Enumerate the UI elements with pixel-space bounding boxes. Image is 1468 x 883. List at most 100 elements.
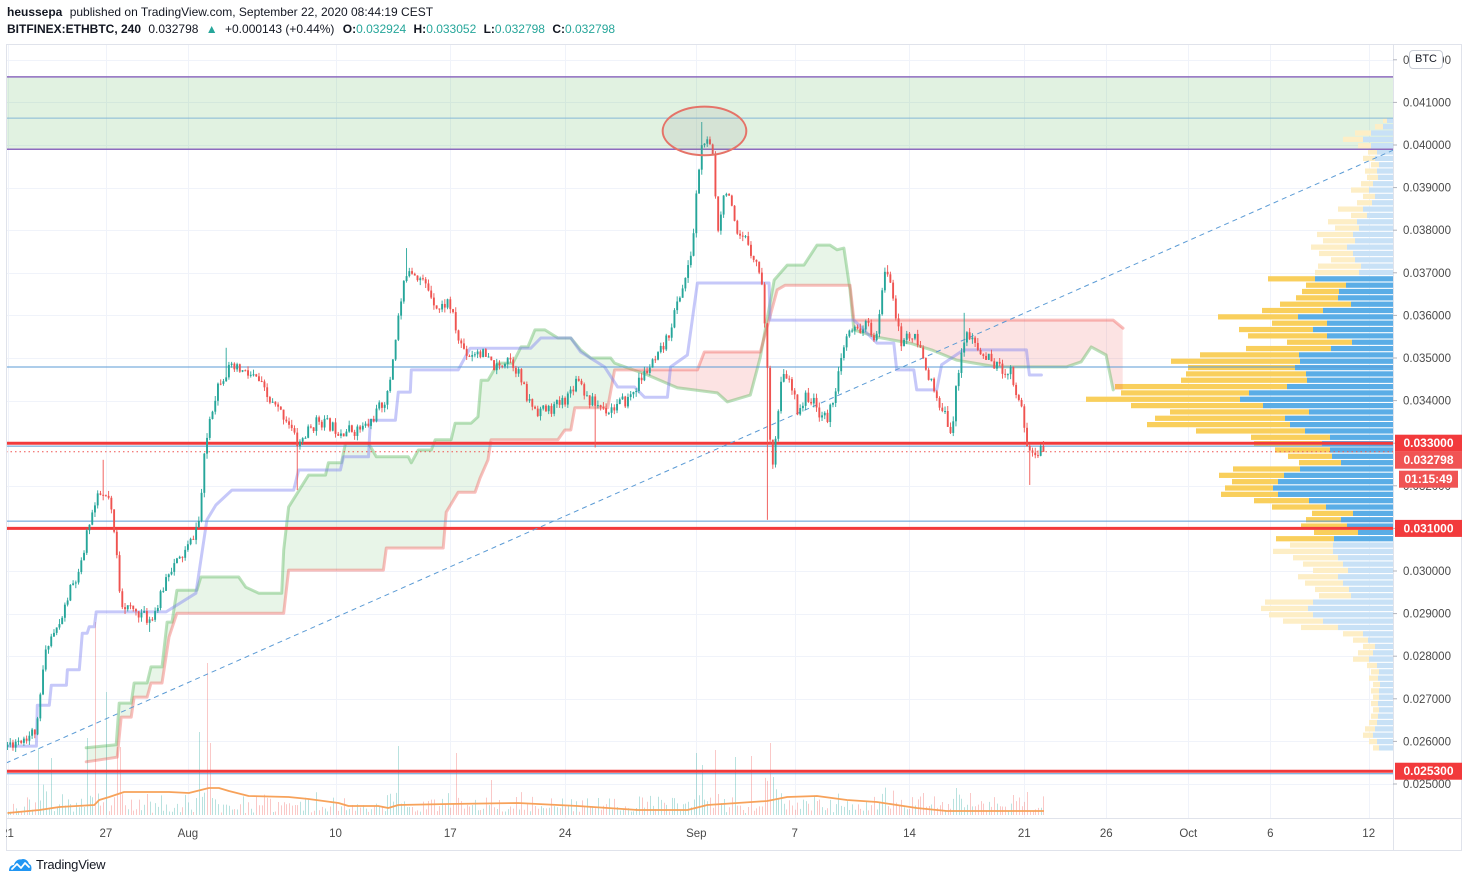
candle-body bbox=[648, 367, 651, 373]
time-tick-label: 26 bbox=[1100, 828, 1113, 840]
candle-body bbox=[476, 351, 479, 355]
price-label-0-033: 0.033000 bbox=[1395, 434, 1462, 452]
candle-body bbox=[230, 363, 233, 365]
volume-profile-bar-up bbox=[1343, 561, 1393, 567]
price-label-text: 01:15:49 bbox=[1404, 472, 1452, 486]
candle-body bbox=[1026, 427, 1028, 447]
volume-profile-bar-down bbox=[1351, 212, 1367, 219]
candle-body bbox=[200, 492, 203, 522]
candle-body bbox=[167, 574, 170, 578]
candle-body bbox=[829, 404, 832, 423]
volume-profile-bar-up bbox=[1330, 447, 1393, 453]
volume-profile-bar-up bbox=[1349, 586, 1393, 593]
candle-body bbox=[498, 363, 501, 366]
volume-profile-bar-down bbox=[1369, 675, 1378, 681]
resistance-zone[interactable] bbox=[6, 76, 1393, 150]
candle-body bbox=[799, 408, 802, 415]
candle-body bbox=[1023, 406, 1026, 428]
highlight-ellipse[interactable] bbox=[661, 105, 748, 157]
candle-body bbox=[758, 261, 761, 273]
volume-profile-bar-up bbox=[1357, 219, 1393, 225]
volume-profile-bar-up bbox=[1363, 206, 1393, 212]
volume-profile-bar-down bbox=[1276, 536, 1334, 542]
candle-body bbox=[886, 271, 889, 275]
volume-profile-bar-down bbox=[1371, 713, 1378, 719]
candle-body bbox=[640, 377, 643, 381]
candle-body bbox=[471, 355, 474, 357]
time-tick-label: 6 bbox=[1267, 828, 1273, 840]
candle-body bbox=[285, 419, 288, 422]
candle-body bbox=[1034, 452, 1037, 456]
candle-body bbox=[949, 426, 952, 433]
volume-profile-bar-down bbox=[1293, 555, 1338, 561]
currency-button[interactable]: BTC bbox=[1409, 50, 1443, 69]
price-label-background bbox=[1395, 519, 1462, 537]
candle-body bbox=[848, 330, 851, 337]
candle-body bbox=[662, 345, 665, 350]
price-label-background bbox=[1395, 451, 1462, 469]
candle-body bbox=[889, 274, 892, 283]
price-axis[interactable]: 0.0420000.0410000.0400000.0390000.038000… bbox=[1393, 55, 1462, 791]
volume-profile-bar-down bbox=[1353, 637, 1368, 643]
volume-profile-bar-down bbox=[1312, 510, 1353, 516]
candle-body bbox=[525, 383, 528, 401]
volume-profile-bar-down bbox=[1171, 358, 1300, 364]
candle-body bbox=[17, 740, 20, 742]
candle-body bbox=[301, 438, 304, 442]
volume-profile-bar-up bbox=[1371, 130, 1393, 136]
plot-area[interactable] bbox=[6, 44, 1393, 818]
candle-body bbox=[616, 403, 618, 411]
candle-body bbox=[408, 271, 411, 277]
volume-profile-bar-down bbox=[1186, 371, 1306, 377]
candle-body bbox=[971, 337, 974, 340]
high-key: H: bbox=[413, 22, 427, 36]
price-tick-label: 0.039000 bbox=[1403, 183, 1451, 195]
candle-body bbox=[542, 405, 545, 409]
author-name[interactable]: heussepa bbox=[7, 5, 63, 19]
tradingview-brand-link[interactable]: TradingView bbox=[8, 855, 106, 873]
trend-line-dashed[interactable] bbox=[6, 149, 1393, 764]
candle-body bbox=[159, 591, 162, 608]
candle-body bbox=[225, 377, 228, 382]
candle-body bbox=[944, 411, 946, 413]
up-arrow-icon: ▲ bbox=[205, 22, 218, 36]
candle-body bbox=[938, 398, 941, 408]
price-change: +0.000143 (+0.44%) bbox=[225, 22, 335, 36]
candle-body bbox=[586, 395, 588, 397]
candle-body bbox=[558, 400, 561, 405]
candle-body bbox=[739, 233, 741, 236]
candle-body bbox=[864, 321, 867, 330]
candle-body bbox=[331, 422, 334, 431]
candle-body bbox=[583, 384, 586, 396]
volume-profile-bar-up bbox=[1315, 276, 1393, 282]
volume-profile-bar-up bbox=[1377, 738, 1393, 745]
volume-profile-bar-down bbox=[1303, 561, 1343, 567]
symbol-name[interactable]: BITFINEX:ETHBTC, 240 bbox=[7, 22, 142, 36]
candle-body bbox=[441, 303, 444, 310]
time-tick-label: 21 bbox=[1018, 828, 1031, 840]
volume-profile-bar-up bbox=[1373, 650, 1393, 656]
price-tick-label: 0.036000 bbox=[1403, 310, 1451, 322]
price-label-0-031: 0.031000 bbox=[1395, 519, 1462, 537]
candle-body bbox=[181, 556, 184, 558]
close-value: 0.032798 bbox=[565, 22, 616, 36]
volume-profile-bar-up bbox=[1369, 656, 1393, 662]
candle-body bbox=[61, 617, 64, 625]
candle-body bbox=[255, 374, 258, 377]
volume-profile-bar-up bbox=[1309, 498, 1393, 504]
candle-body bbox=[58, 624, 61, 628]
volume-profile-bar-up bbox=[1313, 599, 1393, 605]
candle-body bbox=[810, 401, 813, 404]
candle-body bbox=[769, 367, 772, 440]
candle-body bbox=[897, 318, 900, 327]
candle-body bbox=[353, 431, 356, 436]
volume-profile-bar-up bbox=[1341, 517, 1393, 523]
volume-profile-bar-down bbox=[1338, 206, 1363, 212]
candle-body bbox=[96, 493, 99, 506]
leading-span-b-line bbox=[84, 283, 1125, 764]
time-axis[interactable]: 21 27 Aug 10 17 24 Sep 7 14 21 26 Oct 6 12 bbox=[1, 828, 1375, 840]
volume-profile-bar-up bbox=[1285, 415, 1393, 421]
volume-profile-bar-up bbox=[1377, 719, 1393, 726]
candle-body bbox=[922, 347, 925, 359]
